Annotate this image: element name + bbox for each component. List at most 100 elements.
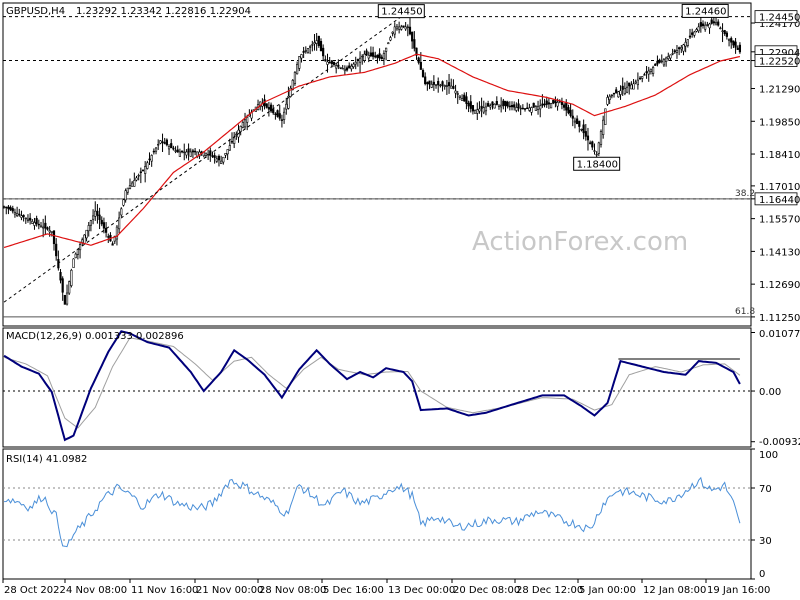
candle-body — [651, 67, 655, 74]
candle-body — [26, 218, 30, 221]
candle-body — [584, 131, 587, 137]
candle-body — [543, 103, 546, 106]
candle-body — [341, 67, 344, 70]
candle-body — [317, 35, 320, 46]
candle-body — [534, 106, 537, 111]
candle-body — [691, 32, 694, 35]
price-tick-label-1.24170: 1.24170 — [759, 19, 800, 30]
candle-body — [686, 39, 689, 46]
candle-body — [22, 214, 25, 218]
candle-body — [699, 22, 702, 27]
candle-body — [361, 55, 364, 58]
price-tick-label-1.19850: 1.19850 — [759, 117, 800, 128]
candle-body — [582, 124, 585, 134]
price-tick-label-top: 1.24450 — [759, 13, 800, 24]
candle-body — [469, 101, 472, 109]
candle-body — [74, 253, 77, 259]
candle-body — [591, 141, 594, 148]
x-tick-label-7: 20 Dec 08:00 — [453, 585, 520, 596]
candle-body — [176, 149, 179, 153]
candle-body — [345, 67, 349, 71]
candle-body — [185, 151, 188, 156]
candle-body — [667, 56, 670, 60]
candle-body — [463, 94, 466, 102]
candle-body — [452, 86, 455, 89]
candle-body — [183, 151, 186, 154]
candle-body — [725, 32, 728, 37]
candle-body — [287, 95, 290, 109]
price-tick-label-1.11250: 1.11250 — [759, 313, 800, 324]
candle-body — [678, 47, 681, 50]
candle-body — [65, 292, 69, 305]
candle-body — [645, 71, 648, 74]
candle-body — [656, 60, 659, 65]
candle-body — [638, 77, 642, 80]
candle-body — [413, 39, 416, 49]
candle-body — [7, 206, 10, 210]
candle-body — [721, 30, 724, 32]
candle-body — [393, 26, 396, 35]
macd-tick-label-0.010774: 0.010774 — [759, 329, 800, 340]
candle-body — [671, 53, 674, 55]
candle-body — [300, 54, 303, 59]
candle-body — [693, 31, 696, 36]
candle-body — [478, 108, 481, 112]
candle-body — [536, 105, 540, 110]
candle-body — [547, 102, 551, 105]
candle-body — [126, 187, 129, 193]
candle-body — [339, 67, 342, 69]
candle-body — [532, 102, 535, 108]
candle-body — [389, 37, 392, 41]
candle-body — [476, 109, 479, 114]
candle-body — [280, 119, 284, 121]
candle-body — [680, 47, 683, 50]
candle-body — [274, 113, 277, 115]
candle-body — [636, 79, 639, 86]
candle-body — [150, 155, 153, 162]
candle-body — [632, 83, 635, 90]
candle-body — [152, 150, 155, 153]
candle-body — [430, 84, 433, 88]
candle-body — [710, 19, 713, 24]
candle-body — [204, 152, 208, 156]
candle-body — [439, 84, 442, 87]
candle-body — [456, 93, 459, 95]
candle-body — [111, 243, 114, 246]
candle-body — [191, 150, 195, 153]
candle-body — [298, 56, 301, 69]
candle-body — [565, 102, 568, 111]
rsi-tick-label-70: 70 — [759, 484, 772, 495]
candle-body — [643, 74, 646, 76]
candle-body — [278, 113, 281, 119]
candle-body — [595, 153, 598, 156]
candle-body — [178, 151, 182, 157]
candle-body — [265, 103, 268, 108]
candle-body — [102, 222, 106, 229]
candle-body — [415, 47, 418, 56]
candle-body — [589, 142, 592, 144]
price-tick-label-1.18410: 1.18410 — [759, 150, 800, 161]
candle-body — [24, 217, 27, 220]
candle-body — [369, 52, 373, 57]
price-tick-label-1.12690: 1.12690 — [759, 280, 800, 291]
annotation-box-1.24460 — [681, 3, 729, 18]
candle-body — [491, 101, 494, 106]
candle-body — [246, 117, 249, 123]
candle-body — [141, 169, 145, 172]
candle-body — [85, 229, 88, 239]
ohlc-readout: 1.23292 1.23342 1.22816 1.22904 — [76, 6, 251, 17]
candle-body — [554, 100, 557, 104]
price-tick-label-1.21290: 1.21290 — [759, 85, 800, 96]
price-tick-label-1.15570: 1.15570 — [759, 215, 800, 226]
rsi-tick-label-0: 0 — [759, 569, 765, 580]
candle-body — [148, 158, 151, 161]
candle-body — [70, 269, 73, 286]
candle-body — [395, 26, 399, 30]
candle-body — [654, 63, 657, 66]
candle-body — [426, 82, 429, 85]
candle-body — [33, 222, 36, 226]
candle-body — [115, 226, 119, 240]
